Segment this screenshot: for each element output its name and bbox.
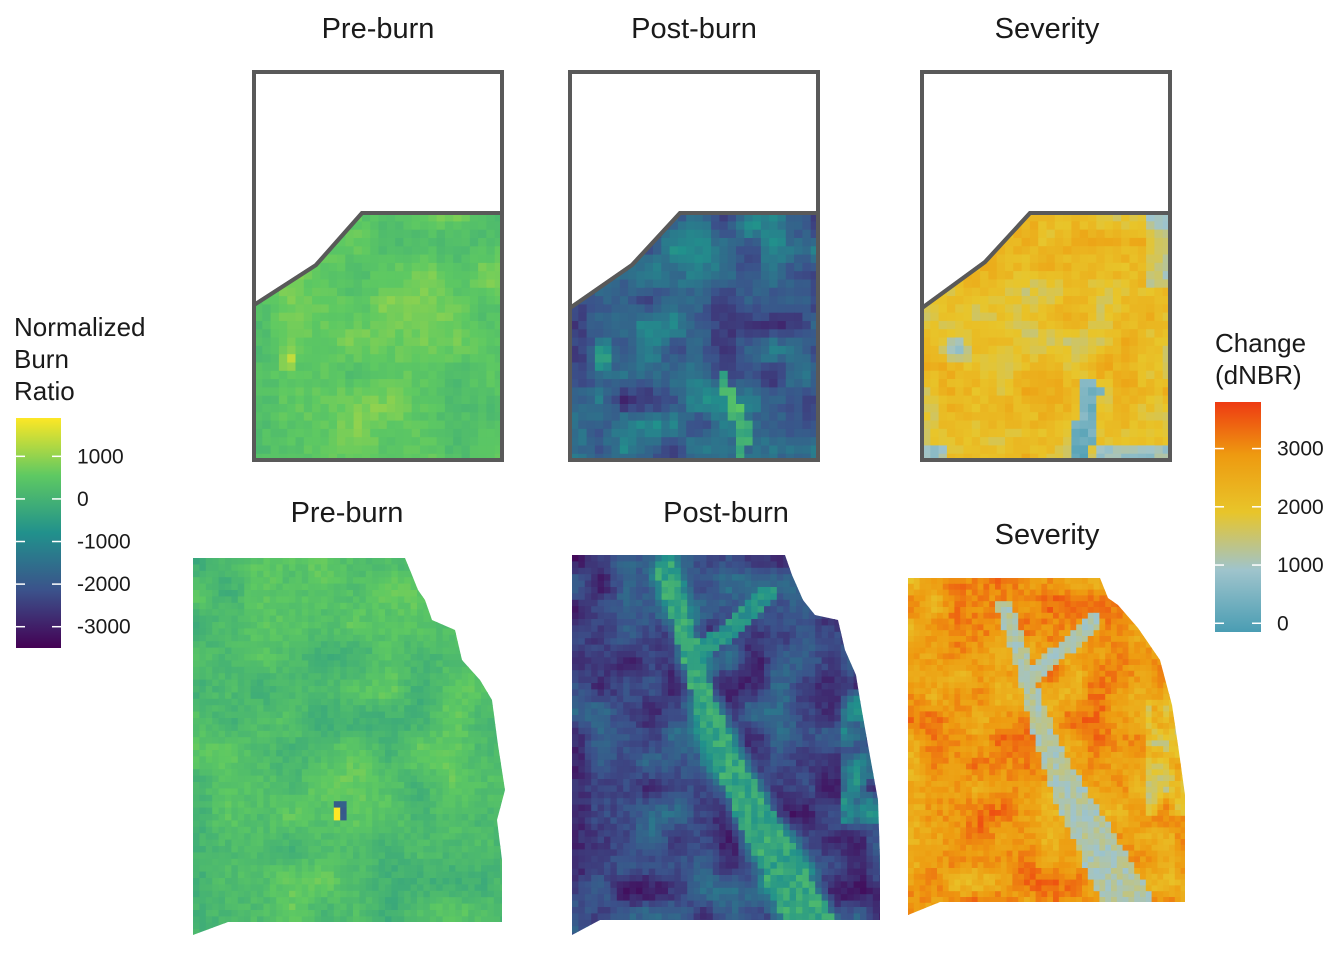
legend-nbr-tick-label: -3000 bbox=[77, 616, 131, 639]
outline-top-postburn-south bbox=[568, 211, 820, 462]
legend-nbr-tick-label: 1000 bbox=[77, 445, 124, 468]
legend-nbr-title-line3: Ratio bbox=[14, 376, 75, 406]
legend-dnbr-colorbar bbox=[1215, 402, 1261, 632]
outline-top-preburn-south bbox=[252, 211, 504, 462]
legend-dnbr-title-line2: (dNBR) bbox=[1215, 360, 1302, 390]
legend-dnbr-title-line1: Change bbox=[1215, 328, 1306, 358]
outline-top-severity-south bbox=[920, 211, 1172, 462]
panel-title-bottom-postburn: Post-burn bbox=[663, 497, 789, 529]
legend-dnbr-tick-label: 0 bbox=[1277, 612, 1289, 635]
panel-title-bottom-preburn: Pre-burn bbox=[291, 497, 404, 529]
raster-bottom-severity bbox=[908, 578, 1185, 915]
legend-dnbr-tick-label: 3000 bbox=[1277, 438, 1324, 461]
raster-top-postburn bbox=[570, 213, 818, 460]
legend-nbr-colorbar bbox=[16, 418, 61, 648]
legend-dnbr-tick-label: 1000 bbox=[1277, 554, 1324, 577]
raster-bottom-preburn bbox=[193, 558, 505, 935]
panel-title-top-severity: Severity bbox=[995, 13, 1100, 45]
legend-dnbr: Change (dNBR) 3000 2000 1000 0 bbox=[1215, 328, 1324, 635]
plot-outlines bbox=[252, 70, 1172, 462]
legend-nbr: Normalized Burn Ratio 1000 0 -1000 -2000 -30… bbox=[14, 312, 146, 648]
panel-title-bottom-severity: Severity bbox=[995, 519, 1100, 551]
legend-nbr-tick-label: -2000 bbox=[77, 573, 131, 596]
panel-title-top-preburn: Pre-burn bbox=[322, 13, 435, 45]
raster-top-severity bbox=[922, 213, 1170, 460]
raster-top-preburn bbox=[254, 213, 502, 460]
legend-nbr-tick-label: 0 bbox=[77, 488, 89, 511]
legend-nbr-title-line1: Normalized bbox=[14, 312, 146, 342]
legend-nbr-ticks: 1000 0 -1000 -2000 -3000 bbox=[16, 445, 131, 639]
legend-nbr-tick-label: -1000 bbox=[77, 531, 131, 554]
legend-dnbr-ticks: 3000 2000 1000 0 bbox=[1215, 438, 1324, 635]
raster-bottom-postburn bbox=[572, 555, 880, 935]
legend-dnbr-tick-label: 2000 bbox=[1277, 496, 1324, 519]
legend-nbr-title-line2: Burn bbox=[14, 344, 69, 374]
panel-title-top-postburn: Post-burn bbox=[631, 13, 757, 45]
